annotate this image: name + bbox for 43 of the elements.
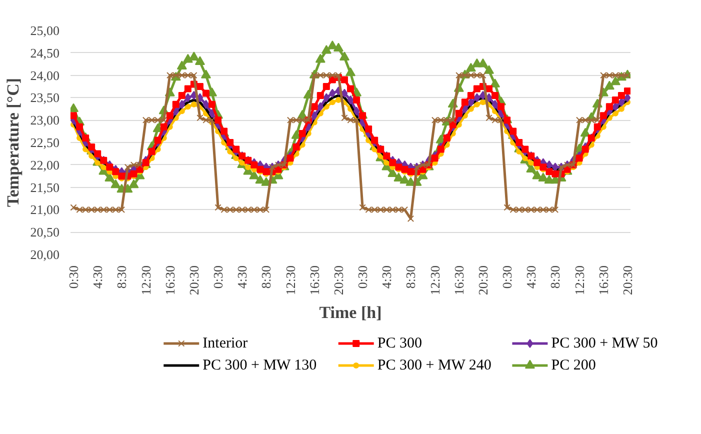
x-axis-title: Time [h] xyxy=(319,303,382,322)
x-tick-label: 20:30 xyxy=(620,265,635,296)
x-tick-label: 12:30 xyxy=(572,265,587,296)
x-tick-label: 0:30 xyxy=(355,265,370,289)
y-tick-label: 22,50 xyxy=(30,135,60,150)
y-tick-label: 23,50 xyxy=(30,90,60,106)
legend-label: PC 200 xyxy=(551,358,596,374)
x-tick-label: 4:30 xyxy=(379,265,394,289)
x-tick-label: 16:30 xyxy=(306,265,322,296)
legend-label: PC 300 + MW 50 xyxy=(551,336,658,352)
x-tick-label: 12:30 xyxy=(138,265,154,296)
x-tick-label: 0:30 xyxy=(500,265,515,289)
x-tick-label: 8:30 xyxy=(548,265,563,289)
legend-label: PC 300 xyxy=(377,336,422,352)
x-tick-label: 16:30 xyxy=(451,265,466,296)
x-tick-label: 20:30 xyxy=(186,265,202,296)
y-tick-label: 20,00 xyxy=(30,247,60,262)
x-tick-label: 8:30 xyxy=(258,265,274,289)
x-tick-label: 4:30 xyxy=(524,265,539,289)
x-tick-label: 0:30 xyxy=(66,265,82,289)
x-tick-label: 12:30 xyxy=(427,265,442,296)
legend-label: PC 300 + MW 130 xyxy=(202,358,317,374)
x-tick-label: 4:30 xyxy=(234,265,250,289)
x-tick-label: 20:30 xyxy=(330,265,346,296)
x-tick-label: 8:30 xyxy=(403,265,418,289)
x-tick-label: 12:30 xyxy=(282,265,298,296)
y-tick-label: 24,00 xyxy=(30,68,60,83)
y-tick-label: 22,00 xyxy=(30,157,60,172)
x-tick-label: 0:30 xyxy=(210,265,226,289)
x-tick-label: 16:30 xyxy=(162,265,178,296)
x-tick-label: 20:30 xyxy=(475,265,490,296)
y-tick-label: 21,50 xyxy=(30,180,60,195)
y-tick-label: 20,50 xyxy=(30,224,60,240)
y-tick-label: 23,00 xyxy=(30,112,60,128)
y-tick-label: 25,00 xyxy=(30,23,60,38)
legend-label: Interior xyxy=(202,336,248,352)
x-tick-label: 8:30 xyxy=(114,265,130,289)
y-tick-label: 24,50 xyxy=(30,45,60,60)
y-tick-label: 21,00 xyxy=(30,202,60,218)
y-axis-title: Temperature [°C] xyxy=(3,78,22,208)
x-tick-label: 16:30 xyxy=(596,265,611,296)
legend-label: PC 300 + MW 240 xyxy=(377,358,492,374)
x-tick-label: 4:30 xyxy=(90,265,106,289)
